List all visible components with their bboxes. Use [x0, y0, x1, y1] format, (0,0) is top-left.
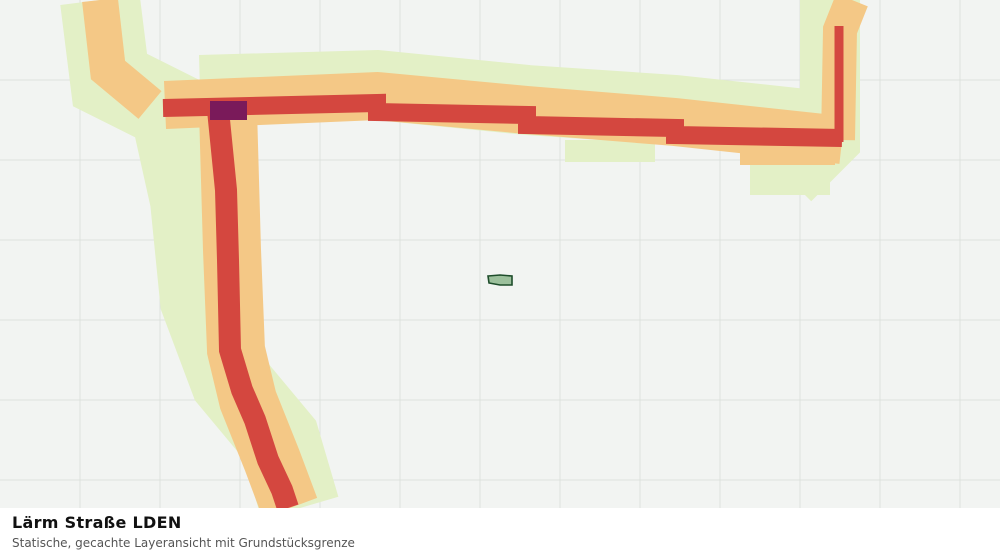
- layer-subtitle: Statische, gecachte Layeransicht mit Gru…: [12, 536, 355, 550]
- map-canvas: [0, 0, 1000, 508]
- layer-title: Lärm Straße LDEN: [12, 513, 182, 532]
- caption-panel: Lärm Straße LDEN Statische, gecachte Lay…: [0, 508, 1000, 560]
- noise-zone-high: [162, 26, 844, 508]
- noise-zone-very-high: [210, 101, 247, 120]
- parcel-boundary: [487, 274, 513, 286]
